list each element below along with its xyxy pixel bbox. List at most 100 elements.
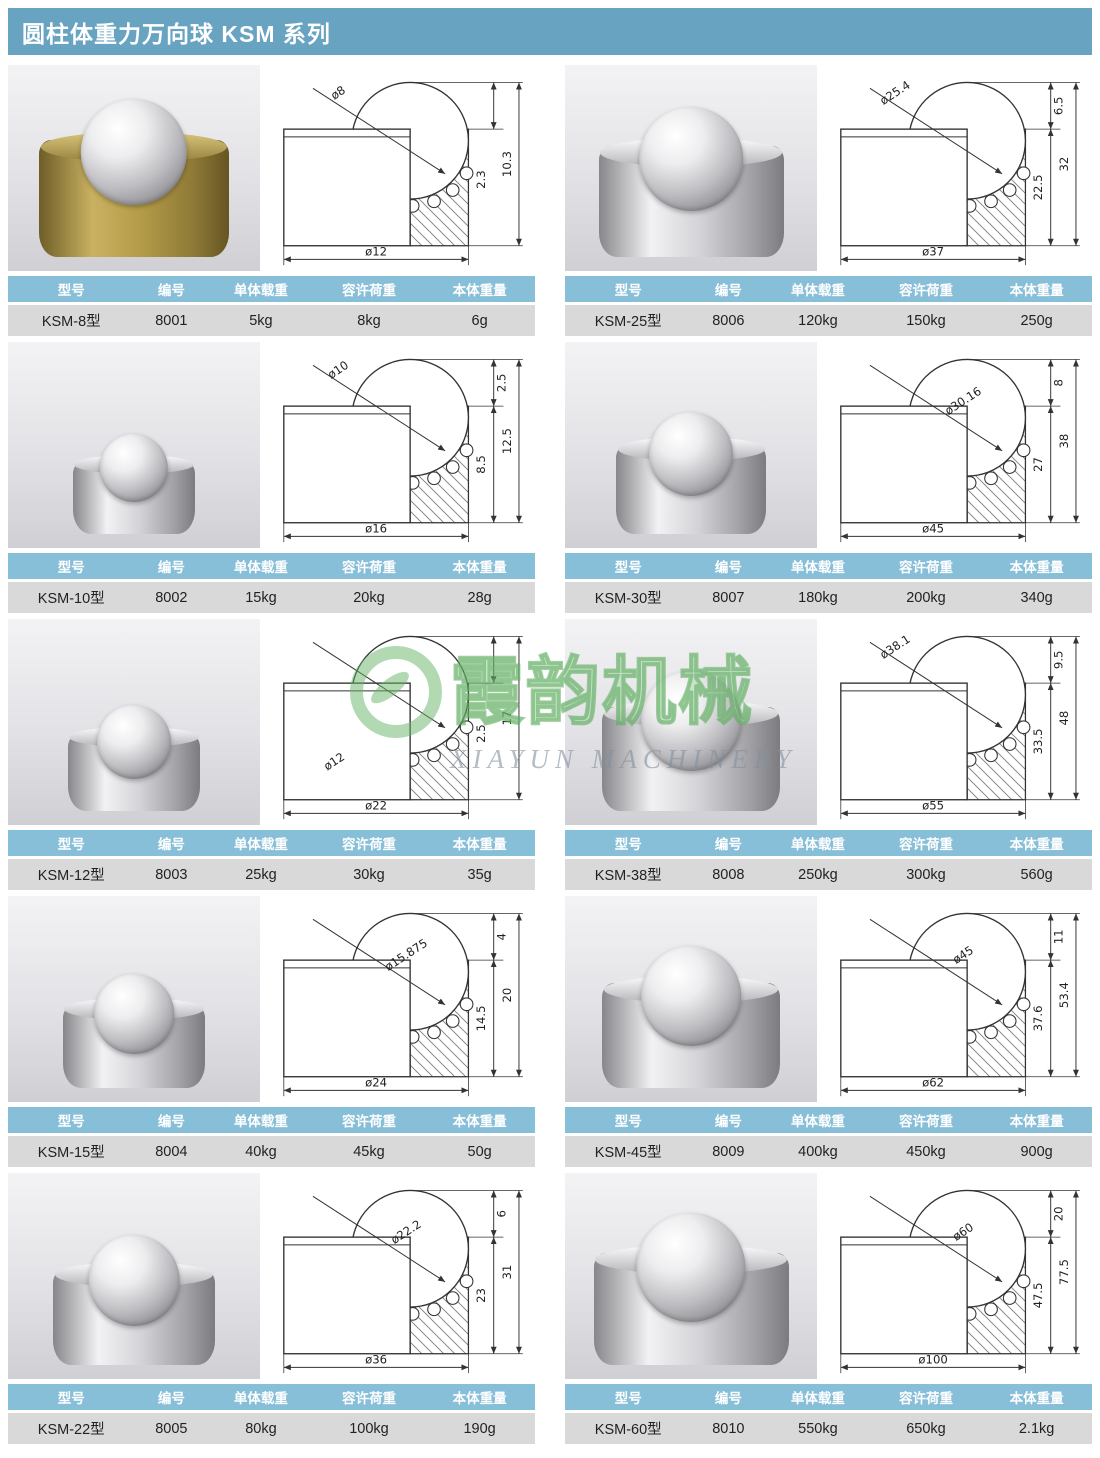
header-body-weight: 本体重量 [452,837,507,852]
product-media: ø45 11 37.6 53.4 ø62 [565,896,1092,1102]
value-body-weight: 560g [1020,866,1053,883]
section-view [840,358,1031,524]
section-view [283,635,474,801]
product-media: ø38.1 9.5 33.5 48 ø55 [565,619,1092,825]
spec-table: 型号 编号 单体载重 容许荷重 本体重量 KSM-38型 8008 250kg … [565,830,1092,890]
dimension-label-ball-diameter: ø8 [328,83,348,103]
product-cell: ø30.16 8 27 38 ø45 型号 编号 单体载重 容许荷重 本体重量 … [565,342,1092,613]
ball-transfer-unit-image [39,99,229,257]
product-photo [565,619,817,825]
ball-transfer-unit-image [598,107,784,257]
value-body-weight: 900g [1020,1143,1053,1160]
spec-table-header: 型号 编号 单体载重 容许荷重 本体重量 [8,830,535,856]
header-allowable-load: 容许荷重 [341,837,396,852]
dimension-lines [840,636,1080,820]
header-code: 编号 [714,837,742,852]
spec-table-row: KSM-10型 8002 15kg 20kg 28g [8,582,535,613]
unit-ball [80,99,188,206]
value-body-weight: 28g [467,589,492,606]
dimension-label-base-diameter: ø100 [918,1352,947,1366]
value-allowable-load: 450kg [906,1143,946,1160]
product-cell: ø8 2.3 10.3 ø12 型号 编号 单体载重 容许荷重 本体重量 KSM… [8,65,535,336]
dimension-label-total-height: 20 [500,988,514,1003]
value-body-weight: 250g [1020,312,1053,329]
header-allowable-load: 容许荷重 [341,1114,396,1129]
header-body-weight: 本体重量 [1009,1391,1064,1406]
header-code: 编号 [714,283,742,298]
product-media: ø30.16 8 27 38 ø45 [565,342,1092,548]
drawing-svg: ø60 20 47.5 77.5 ø100 [840,1189,1080,1374]
value-model: KSM-30型 [594,591,662,607]
header-unit-load: 单体载重 [790,560,845,575]
header-allowable-load: 容许荷重 [341,560,396,575]
drawing-svg: ø8 2.3 10.3 ø12 [283,81,523,266]
spec-table-header: 型号 编号 单体载重 容许荷重 本体重量 [8,276,535,302]
technical-drawing: ø25.4 6.5 22.5 32 ø37 [817,65,1092,271]
header-unit-load: 单体载重 [790,1114,845,1129]
dimension-label-total-height: 10.3 [500,151,514,177]
dimension-label-mid: 23 [474,1288,488,1303]
product-cell: ø60 20 47.5 77.5 ø100 型号 编号 单体载重 容许荷重 本体… [565,1173,1092,1444]
value-unit-load: 80kg [245,1420,277,1437]
section-view [840,1189,1031,1355]
dimension-label-mid: 47.5 [1031,1282,1045,1308]
spec-table: 型号 编号 单体载重 容许荷重 本体重量 KSM-45型 8009 400kg … [565,1107,1092,1167]
spec-table-row: KSM-22型 8005 80kg 100kg 190g [8,1413,535,1444]
value-allowable-load: 30kg [353,866,385,883]
ball-transfer-unit-image [593,1213,789,1365]
spec-table-header: 型号 编号 单体载重 容许荷重 本体重量 [8,1107,535,1133]
dimension-lines [283,359,523,543]
spec-table-row: KSM-38型 8008 250kg 300kg 560g [565,859,1092,890]
header-code: 编号 [157,560,185,575]
product-media: ø60 20 47.5 77.5 ø100 [565,1173,1092,1379]
dimension-label-ball-diameter: ø38.1 [877,632,912,662]
drawing-svg: ø25.4 6.5 22.5 32 ø37 [840,78,1080,266]
technical-drawing: ø12 2.5 17 ø22 [260,619,535,825]
value-body-weight: 2.1kg [1018,1420,1055,1437]
header-code: 编号 [157,837,185,852]
technical-drawing: ø60 20 47.5 77.5 ø100 [817,1173,1092,1379]
value-model: KSM-25型 [594,314,662,330]
unit-ball [97,705,171,779]
header-allowable-load: 容许荷重 [898,1391,953,1406]
value-code: 8005 [155,1420,188,1437]
value-model: KSM-12型 [37,868,105,884]
product-cell: ø10 2.5 8.5 12.5 ø16 型号 编号 单体载重 容许荷重 本体重… [8,342,535,613]
value-unit-load: 550kg [798,1420,838,1437]
header-allowable-load: 容许荷重 [341,283,396,298]
section-view [283,358,474,524]
value-code: 8003 [155,866,188,883]
dimension-label-top: 2.5 [474,724,488,743]
dimension-label-ball-diameter: ø10 [325,358,351,382]
drawing-svg: ø45 11 37.6 53.4 ø62 [840,912,1080,1097]
header-body-weight: 本体重量 [1009,1114,1064,1129]
dimension-label-mid: 37.6 [1031,1005,1045,1031]
value-model: KSM-45型 [594,1145,662,1161]
dimension-lines [840,82,1080,266]
value-unit-load: 25kg [245,866,277,883]
dimension-label-base-diameter: ø36 [365,1352,387,1366]
product-photo [8,896,260,1102]
technical-drawing: ø10 2.5 8.5 12.5 ø16 [260,342,535,548]
dimension-lines [283,82,523,266]
technical-drawing: ø15.875 4 14.5 20 ø24 [260,896,535,1102]
value-unit-load: 15kg [245,589,277,606]
unit-ball [639,107,743,211]
value-allowable-load: 650kg [906,1420,946,1437]
page-title: 圆柱体重力万向球 KSM 系列 [22,20,331,47]
spec-table-row: KSM-30型 8007 180kg 200kg 340g [565,582,1092,613]
dimension-label-top: 11 [1051,929,1065,944]
header-unit-load: 单体载重 [790,837,845,852]
dimension-label-top: 8 [1051,379,1065,386]
technical-drawing: ø30.16 8 27 38 ø45 [817,342,1092,548]
section-view [840,635,1031,801]
unit-ball [641,946,741,1046]
spec-table-header: 型号 编号 单体载重 容许荷重 本体重量 [565,553,1092,579]
drawing-svg: ø10 2.5 8.5 12.5 ø16 [283,358,523,543]
spec-table-row: KSM-8型 8001 5kg 8kg 6g [8,305,535,336]
value-allowable-load: 200kg [906,589,946,606]
product-cell: ø25.4 6.5 22.5 32 ø37 型号 编号 单体载重 容许荷重 本体… [565,65,1092,336]
dimension-label-top: 6 [494,1210,508,1217]
dimension-label-base-diameter: ø55 [922,798,944,812]
value-model: KSM-10型 [37,591,105,607]
